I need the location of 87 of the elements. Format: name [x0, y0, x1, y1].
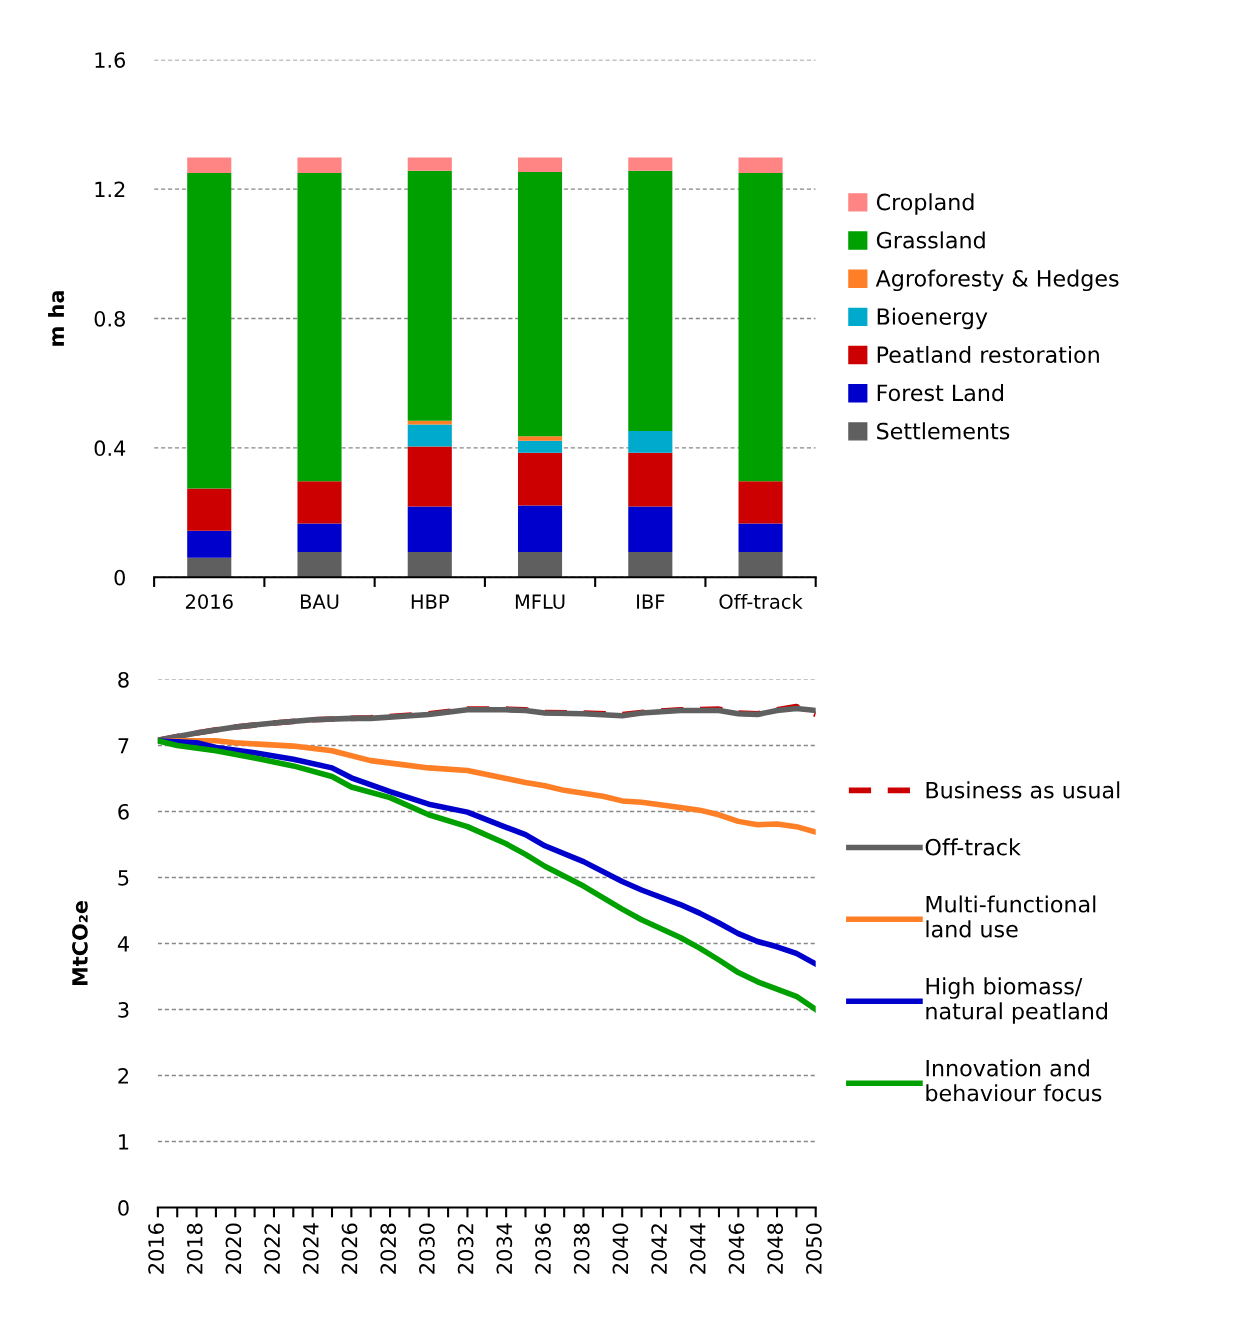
y-tick-label: 7: [118, 738, 129, 754]
x-tick-label: HBP: [411, 594, 449, 609]
x-tick-label: 2044: [689, 1223, 706, 1274]
bar: [187, 530, 232, 558]
y-tick-label: 8: [118, 671, 129, 688]
bar: [517, 436, 563, 441]
y-tick-label: 1.6: [95, 52, 126, 68]
bar: [517, 440, 563, 453]
x-tick-label: 2034: [496, 1223, 513, 1274]
y-tick-label: 1.2: [95, 181, 125, 198]
bar: [628, 431, 673, 453]
bar: [187, 157, 232, 173]
y-tick-label: 3: [118, 1001, 129, 1018]
bar: [738, 552, 783, 578]
bar: [738, 523, 783, 553]
x-tick-label: 2028: [380, 1223, 397, 1274]
y-axis-title: MtCO₂e: [72, 901, 88, 986]
x-tick-label: 2016: [148, 1223, 164, 1274]
legend-label: Bioenergy: [877, 307, 988, 330]
bar: [517, 505, 563, 553]
bar: [407, 420, 452, 425]
legend-label: Business as usual: [926, 781, 1120, 799]
bar: [517, 552, 563, 578]
legend-label: Agroforesty & Hedges: [875, 269, 1119, 292]
x-tick-label: Off-track: [719, 593, 803, 609]
x-tick-label: 2026: [341, 1223, 358, 1274]
legend-label: Cropland: [876, 193, 974, 215]
legend-label: Grassland: [876, 231, 985, 249]
y-tick-label: 0.4: [94, 440, 126, 457]
bar: [628, 552, 673, 578]
bar: [628, 506, 673, 553]
bar: [407, 157, 452, 171]
y-tick-label: 1: [119, 1134, 129, 1150]
legend-label: Multi-functional land use: [926, 895, 1096, 938]
legend-label: Off-track: [925, 838, 1021, 856]
y-tick-label: 4: [117, 936, 129, 952]
x-tick-label: 2046: [728, 1223, 745, 1274]
legend-label: Settlements: [877, 422, 1010, 440]
bar: [187, 172, 232, 489]
x-tick-label: 2022: [264, 1224, 281, 1274]
bar: [297, 172, 342, 482]
x-tick-label: 2048: [767, 1223, 784, 1274]
x-tick-label: MFLU: [515, 594, 565, 609]
bar: [738, 157, 783, 173]
y-tick-label: 0.8: [94, 310, 125, 327]
legend-label: Forest Land: [877, 384, 1004, 402]
bar: [628, 452, 673, 507]
y-axis-title: m ha: [48, 291, 65, 346]
bar: [297, 481, 342, 524]
bar: [297, 552, 342, 578]
x-tick-label: 2036: [535, 1223, 551, 1274]
bar: [407, 170, 452, 421]
bar: [517, 171, 563, 437]
bar: [407, 552, 452, 578]
legend-label: Innovation and behaviour focus: [926, 1059, 1102, 1102]
bar: [738, 172, 783, 482]
bar: [628, 157, 673, 171]
bar: [187, 557, 232, 578]
x-tick-label: 2016: [185, 594, 233, 609]
bar: [517, 157, 563, 172]
bar: [187, 488, 232, 531]
bar: [407, 506, 452, 553]
bar: [297, 157, 342, 173]
x-tick-label: 2042: [651, 1224, 667, 1274]
y-tick-label: 6: [118, 803, 129, 820]
x-tick-label: 2050: [805, 1223, 822, 1274]
x-tick-label: 2038: [573, 1223, 590, 1274]
x-tick-label: IBF: [637, 594, 665, 609]
x-tick-label: 2040: [612, 1223, 629, 1274]
x-tick-label: 2032: [457, 1224, 474, 1274]
bar: [297, 523, 342, 553]
legend-label: High biomass/ natural peatland: [926, 977, 1107, 1024]
bar: [628, 170, 673, 432]
bar: [517, 452, 563, 506]
bar: [738, 481, 783, 524]
legend-label: Peatland restoration: [877, 345, 1099, 364]
y-tick-label: 5: [118, 870, 129, 886]
y-tick-label: 0: [118, 1200, 129, 1216]
y-tick-label: 0: [114, 569, 125, 586]
bar: [407, 424, 452, 447]
x-tick-label: 2024: [302, 1223, 319, 1274]
x-tick-label: BAU: [300, 594, 339, 609]
x-tick-label: 2018: [186, 1223, 203, 1274]
x-tick-label: 2030: [419, 1223, 435, 1274]
bar: [407, 446, 452, 507]
y-tick-label: 2: [118, 1067, 129, 1084]
x-tick-label: 2020: [225, 1223, 242, 1274]
